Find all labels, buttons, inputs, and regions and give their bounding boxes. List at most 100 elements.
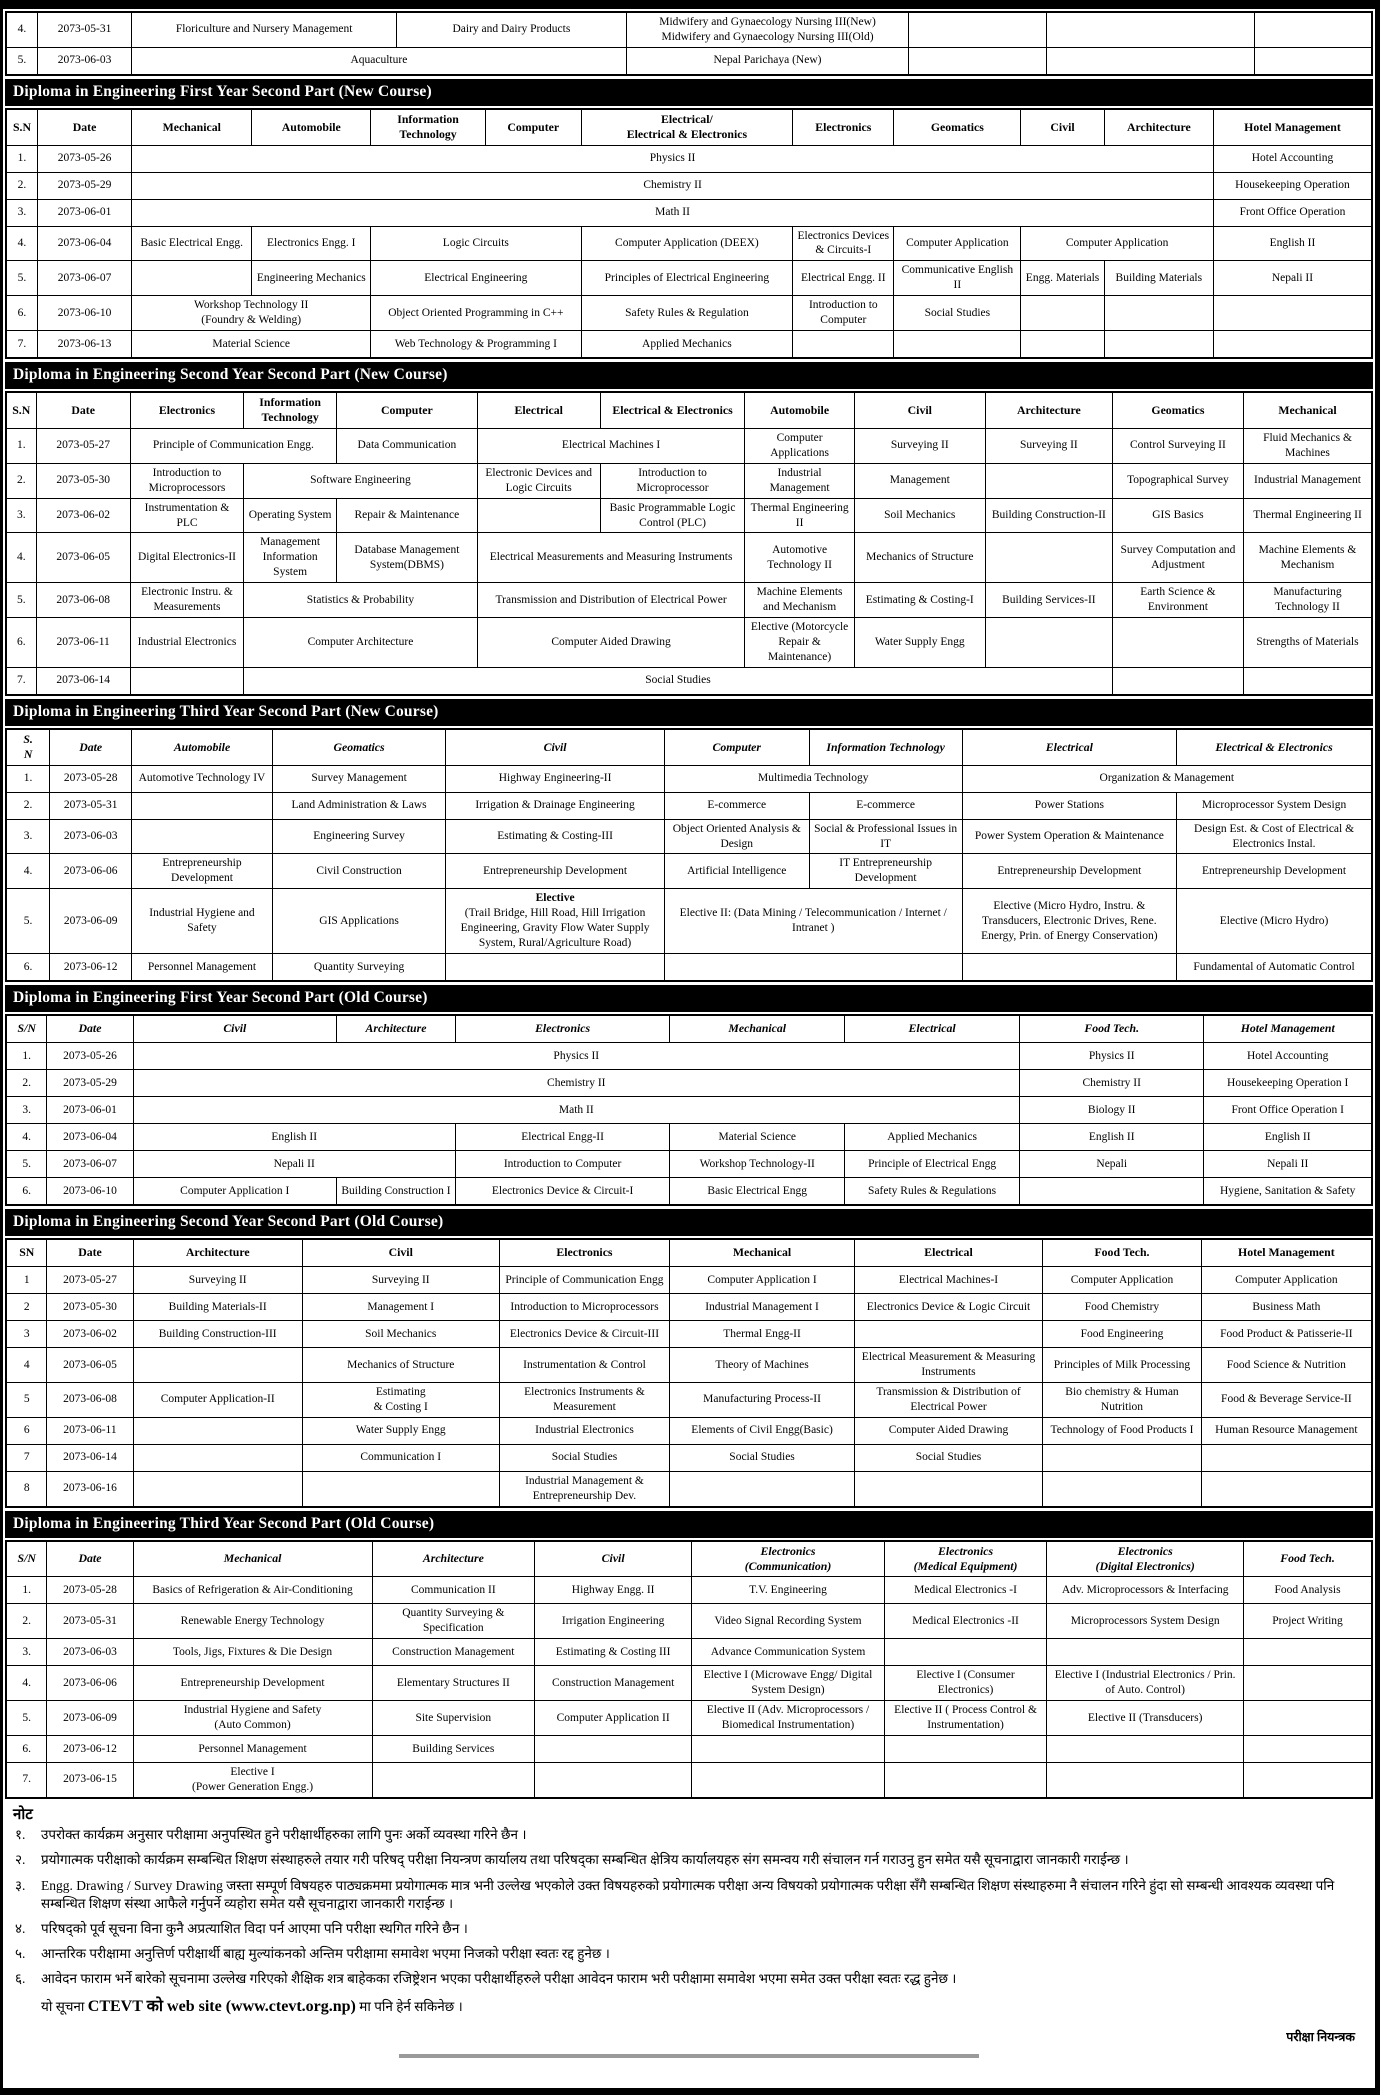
header-cell: Computer bbox=[663, 728, 810, 766]
subject-cell: Civil Construction bbox=[271, 853, 447, 890]
website-line: यो सूचना CTEVT को web site (www.ctevt.or… bbox=[41, 1996, 1363, 2018]
date-cell: 2073-06-05 bbox=[35, 532, 131, 584]
header-cell: Hotel Management bbox=[1212, 108, 1373, 146]
table-row: 3. 2073-06-03 Tools, Jigs, Fixtures & Die … bbox=[5, 1638, 1373, 1667]
date-cell: 2073-06-06 bbox=[46, 1665, 134, 1702]
date-cell: 2073-06-12 bbox=[46, 1735, 134, 1763]
subject-cell: Elective I (Power Generation Engg.) bbox=[132, 1761, 373, 1799]
subject-cell: Building Construction-II bbox=[984, 497, 1113, 534]
header-cell: Computer bbox=[484, 108, 582, 146]
subject-cell bbox=[1020, 330, 1105, 359]
sn-cell: 7. bbox=[5, 666, 37, 696]
table-row: 6 2073-06-11 Water Supply Engg Industrial E… bbox=[5, 1416, 1373, 1445]
subject-cell: Chemistry II bbox=[131, 171, 1214, 200]
header-cell: Civil bbox=[132, 1014, 338, 1044]
subject-cell bbox=[131, 791, 273, 820]
date-cell: 2073-05-26 bbox=[46, 1042, 134, 1071]
sn-cell: 4. bbox=[5, 853, 51, 890]
date-cell: 2073-06-08 bbox=[35, 582, 131, 619]
header-cell: Electrical bbox=[853, 1238, 1044, 1268]
table-row: 8 2073-06-16 Industrial Management & Entre… bbox=[5, 1470, 1373, 1508]
date-cell: 2073-06-13 bbox=[36, 330, 133, 359]
subject-cell bbox=[853, 1320, 1044, 1349]
subject-cell: Industrial Management bbox=[744, 462, 855, 499]
subject-cell: Industrial Management bbox=[1243, 462, 1373, 499]
date-cell: 2073-05-29 bbox=[36, 171, 133, 200]
header-cell: Information Technology bbox=[370, 108, 486, 146]
subject-cell: Dairy and Dairy Products bbox=[396, 11, 627, 48]
sn-cell: 1. bbox=[5, 1042, 48, 1071]
header-cell: Electronics bbox=[792, 108, 895, 146]
note-text: Engg. Drawing / Survey Drawing जस्ता सम्… bbox=[41, 1877, 1335, 1911]
subject-cell bbox=[1243, 1735, 1373, 1763]
subject-cell bbox=[1212, 295, 1373, 332]
subject-cell: Tools, Jigs, Fixtures & Die Design bbox=[132, 1638, 373, 1667]
subject-cell: Microprocessors System Design bbox=[1046, 1603, 1245, 1640]
subject-cell: Industrial Management I bbox=[669, 1293, 855, 1322]
header-cell: Geomatics bbox=[893, 108, 1022, 146]
subject-cell: Biology II bbox=[1019, 1096, 1205, 1125]
subject-cell: Food Science & Nutrition bbox=[1200, 1347, 1373, 1383]
subject-cell: Social & Professional Issues in IT bbox=[808, 818, 963, 855]
sn-cell: 4. bbox=[5, 225, 38, 262]
header-cell: Computer bbox=[336, 391, 478, 429]
subject-cell: Electronics Instruments & Measurement bbox=[498, 1381, 671, 1418]
subject-cell: Surveying II bbox=[853, 427, 986, 464]
subject-cell: Industrial Electronics bbox=[498, 1416, 671, 1445]
subject-cell: Elective II (Transducers) bbox=[1046, 1700, 1245, 1736]
header-cell: Geomatics bbox=[1111, 391, 1245, 429]
sn-cell: 3. bbox=[5, 1096, 48, 1125]
table-row: 2. 2073-05-29 Chemistry II Housekeeping Ope… bbox=[5, 171, 1373, 200]
subject-cell: Medical Electronics -II bbox=[883, 1603, 1048, 1640]
date-cell: 2073-06-02 bbox=[35, 497, 131, 534]
subject-cell bbox=[1243, 1761, 1373, 1799]
sn-cell: 1. bbox=[5, 1576, 48, 1605]
header-cell: Date bbox=[49, 728, 133, 766]
subject-cell: Electrical Measurements and Measuring In… bbox=[476, 532, 746, 584]
subject-cell: Survey Management bbox=[271, 764, 447, 793]
subject-cell: Computer Application (DEEX) bbox=[580, 225, 794, 262]
subject-cell: Nepali II bbox=[1203, 1150, 1373, 1179]
subject-cell: Elective (Micro Hydro, Instru. & Transdu… bbox=[961, 888, 1178, 955]
subject-cell bbox=[792, 330, 895, 359]
date-cell: 2073-06-10 bbox=[36, 295, 133, 332]
subject-cell: Land Administration & Laws bbox=[271, 791, 447, 820]
subject-cell bbox=[1103, 330, 1214, 359]
subject-cell: Management I bbox=[301, 1293, 500, 1322]
subject-cell bbox=[1046, 1761, 1245, 1799]
subject-cell: Electrical Engg-II bbox=[454, 1123, 671, 1152]
date-cell: 2073-06-11 bbox=[46, 1416, 134, 1445]
subject-cell bbox=[1046, 1638, 1245, 1667]
subject-cell: GIS Applications bbox=[271, 888, 447, 955]
date-cell: 2073-06-01 bbox=[36, 198, 133, 227]
sn-cell: 7. bbox=[5, 1761, 48, 1799]
section-title-first-year-second-part-new-course: Diploma in Engineering First Year Second… bbox=[5, 78, 1373, 106]
sn-cell: 2. bbox=[5, 1603, 48, 1640]
subject-cell: Construction Management bbox=[534, 1665, 693, 1702]
subject-cell: Computer Application bbox=[1020, 225, 1214, 262]
subject-cell: Housekeeping Operation I bbox=[1203, 1069, 1373, 1098]
subject-cell bbox=[301, 1470, 500, 1508]
subject-cell bbox=[534, 1761, 693, 1799]
subject-cell: Entrepreneurship Development bbox=[131, 853, 273, 890]
subject-cell bbox=[534, 1735, 693, 1763]
note-item: २. प्रयोगात्मक परीक्षाको कार्यक्रम सम्बन्… bbox=[11, 1851, 1363, 1869]
sn-cell: 2. bbox=[5, 462, 37, 499]
subject-cell: Building Services-II bbox=[984, 582, 1113, 619]
date-cell: 2073-05-30 bbox=[46, 1293, 134, 1322]
subject-cell bbox=[132, 1416, 303, 1445]
subject-cell: Renewable Energy Technology bbox=[132, 1603, 373, 1640]
subject-cell: Electronics Device & Circuit-III bbox=[498, 1320, 671, 1349]
subject-cell: Repair & Maintenance bbox=[336, 497, 478, 534]
subject-cell: Material Science bbox=[669, 1123, 846, 1152]
subject-cell: Front Office Operation bbox=[1212, 198, 1373, 227]
subject-cell: Technology of Food Products I bbox=[1042, 1416, 1202, 1445]
date-cell: 2073-06-03 bbox=[36, 46, 133, 76]
subject-cell: Introduction to Computer bbox=[454, 1150, 671, 1179]
header-cell: Date bbox=[46, 1238, 134, 1268]
note-number: ५. bbox=[15, 1946, 26, 1962]
table-row: 3. 2073-06-01 Math II Front Office Operatio… bbox=[5, 198, 1373, 227]
header-cell: S. N bbox=[5, 728, 51, 766]
subject-cell: Entrepreneurship Development bbox=[1176, 853, 1373, 890]
subject-cell: Artificial Intelligence bbox=[663, 853, 810, 890]
